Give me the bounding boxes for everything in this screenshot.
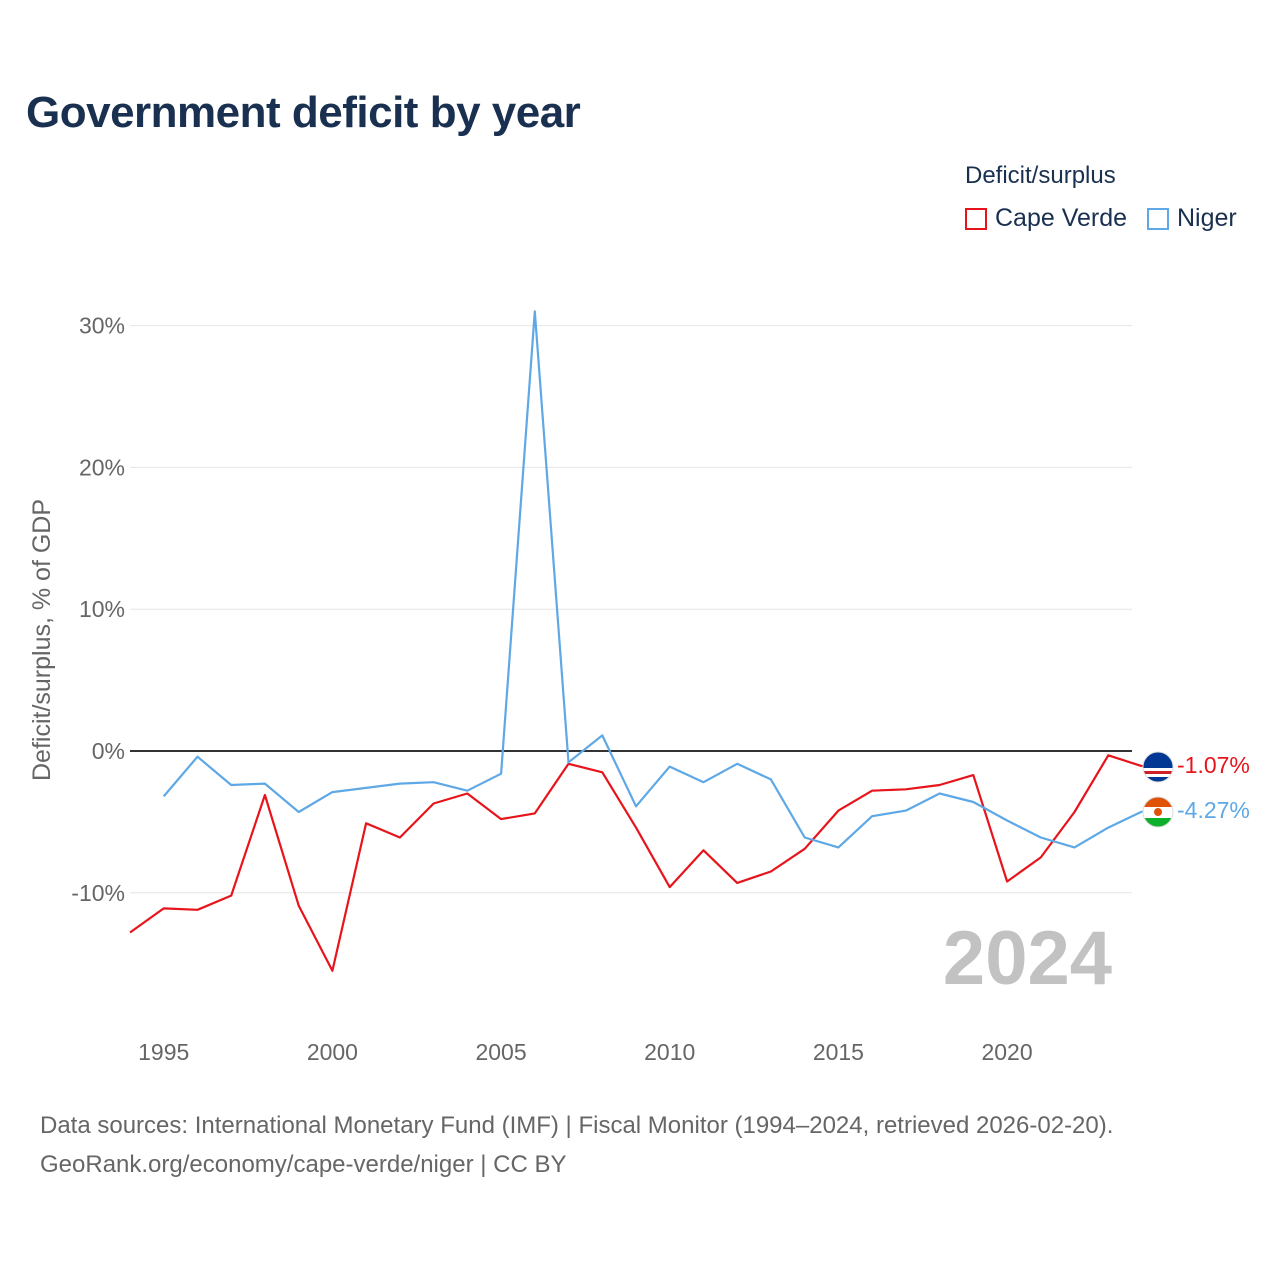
legend-label-cape-verde: Cape Verde bbox=[995, 204, 1128, 232]
line-chart: 30% 20% 10% 0% -10% 1995 2000 2005 2010 2015 2020… bbox=[28, 310, 1250, 1065]
y-tick-label: 10% bbox=[79, 596, 125, 622]
end-label-cape-verde: -1.07% bbox=[1177, 752, 1250, 778]
y-tick-labels: 30% 20% 10% 0% -10% bbox=[71, 313, 125, 906]
y-tick-label: 20% bbox=[79, 454, 125, 480]
chart-title: Government deficit by year bbox=[26, 88, 581, 137]
legend-item-niger[interactable]: Niger bbox=[1147, 204, 1237, 233]
x-tick-label: 2005 bbox=[475, 1039, 526, 1065]
x-tick-label: 2010 bbox=[644, 1039, 695, 1065]
y-tick-label: 0% bbox=[92, 738, 125, 764]
series-lines bbox=[129, 310, 1143, 972]
year-watermark: 2024 bbox=[943, 916, 1112, 1001]
source-line-1: Data sources: International Monetary Fun… bbox=[40, 1112, 1114, 1139]
x-tick-labels: 1995 2000 2005 2010 2015 2020 bbox=[138, 1039, 1033, 1065]
series-line-cape-verde bbox=[129, 754, 1143, 972]
legend-title: Deficit/surplus bbox=[965, 162, 1116, 189]
y-tick-label: -10% bbox=[71, 880, 125, 906]
legend-swatch-cape-verde bbox=[965, 207, 987, 230]
cape-verde-flag bbox=[1143, 752, 1173, 782]
x-tick-label: 1995 bbox=[138, 1039, 189, 1065]
x-tick-label: 2015 bbox=[813, 1039, 864, 1065]
y-axis-label: Deficit/surplus, % of GDP bbox=[28, 499, 56, 781]
source-note: Data sources: International Monetary Fun… bbox=[40, 1106, 1113, 1184]
legend-label-niger: Niger bbox=[1177, 204, 1237, 232]
legend-item-cape-verde[interactable]: Cape Verde bbox=[965, 204, 1127, 233]
series-line-niger bbox=[162, 310, 1143, 849]
x-tick-label: 2020 bbox=[981, 1039, 1032, 1065]
x-tick-label: 2000 bbox=[307, 1039, 358, 1065]
grid-lines bbox=[130, 325, 1132, 894]
end-label-niger: -4.27% bbox=[1177, 797, 1250, 823]
niger-flag bbox=[1143, 797, 1173, 827]
legend-swatch-niger bbox=[1147, 207, 1169, 230]
y-tick-label: 30% bbox=[79, 313, 125, 339]
source-line-2[interactable]: GeoRank.org/economy/cape-verde/niger | C… bbox=[40, 1151, 567, 1178]
